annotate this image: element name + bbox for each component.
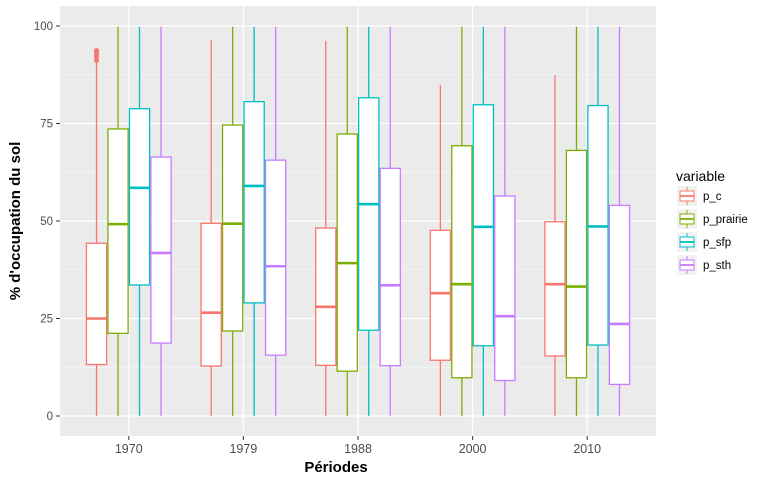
y-tick-label: 75 xyxy=(40,119,53,131)
box-iqr xyxy=(221,124,244,332)
box-iqr xyxy=(357,97,380,331)
box-iqr xyxy=(565,149,588,379)
y-tick-label: 0 xyxy=(47,411,53,423)
legend: variable p_c p_prairie p_sfp p_sth xyxy=(676,168,748,275)
outlier-point xyxy=(93,57,100,63)
y-tick-label: 50 xyxy=(40,216,53,228)
y-axis-title: % d'occupation du sol xyxy=(7,142,24,301)
box-p_prairie-1979 xyxy=(221,26,244,416)
box-iqr xyxy=(315,227,337,366)
legend-label: p_sth xyxy=(703,260,731,272)
box-p_sth-2000 xyxy=(494,26,516,416)
box-iqr xyxy=(451,145,473,379)
box-p_prairie-1970 xyxy=(107,26,129,416)
box-p_c-2010 xyxy=(544,75,566,416)
legend-key-p_sfp xyxy=(677,232,697,252)
box-p_c-1988 xyxy=(315,40,337,416)
x-tick-label: 2010 xyxy=(573,442,601,456)
y-axis: 0 25 50 75 100 xyxy=(34,21,60,423)
legend-title: variable xyxy=(676,168,725,184)
box-iqr xyxy=(264,159,287,356)
outlier-point xyxy=(93,47,100,54)
x-tick-label: 1979 xyxy=(229,442,257,456)
box-p_sfp-1970 xyxy=(128,26,151,416)
box-p_prairie-2000 xyxy=(451,26,473,416)
box-iqr xyxy=(494,195,516,382)
x-tick-label: 2000 xyxy=(459,442,487,456)
legend-key-p_c xyxy=(677,186,697,206)
boxes xyxy=(85,26,631,416)
x-tick-label: 1970 xyxy=(115,442,143,456)
legend-label: p_prairie xyxy=(703,214,748,226)
box-p_sth-1970 xyxy=(150,26,172,416)
box-p_sfp-1979 xyxy=(243,26,265,416)
box-p_prairie-1988 xyxy=(336,26,359,416)
box-iqr xyxy=(379,167,401,367)
box-iqr xyxy=(107,128,129,334)
box-p_sfp-2010 xyxy=(587,26,609,416)
box-p_sth-1979 xyxy=(264,26,287,416)
box-p_c-1970 xyxy=(85,47,108,416)
legend-key-p_prairie xyxy=(677,209,697,229)
box-iqr xyxy=(544,221,566,357)
x-axis: 1970 1979 1988 2000 2010 xyxy=(115,436,601,456)
box-iqr xyxy=(243,101,265,304)
legend-key-p_sth xyxy=(677,255,697,275)
box-p_c-1979 xyxy=(200,39,222,416)
box-iqr xyxy=(336,133,359,372)
box-p_sfp-2000 xyxy=(472,26,495,416)
x-axis-title: Périodes xyxy=(304,459,367,476)
y-tick-label: 25 xyxy=(40,314,53,326)
box-p_sth-2010 xyxy=(608,26,631,416)
box-p_prairie-2010 xyxy=(565,26,588,416)
box-iqr xyxy=(429,229,452,361)
y-tick-label: 100 xyxy=(34,21,53,33)
box-iqr xyxy=(150,156,172,344)
box-iqr xyxy=(200,222,222,367)
legend-label: p_sfp xyxy=(703,237,731,249)
box-iqr xyxy=(472,104,495,347)
box-iqr xyxy=(608,204,631,386)
box-p_sth-1988 xyxy=(379,26,401,416)
legend-label: p_c xyxy=(703,191,722,203)
x-tick-label: 1988 xyxy=(344,442,372,456)
box-iqr xyxy=(128,108,151,286)
box-p_c-2000 xyxy=(429,84,452,416)
box-iqr xyxy=(85,242,108,366)
box-p_sfp-1988 xyxy=(357,26,380,416)
